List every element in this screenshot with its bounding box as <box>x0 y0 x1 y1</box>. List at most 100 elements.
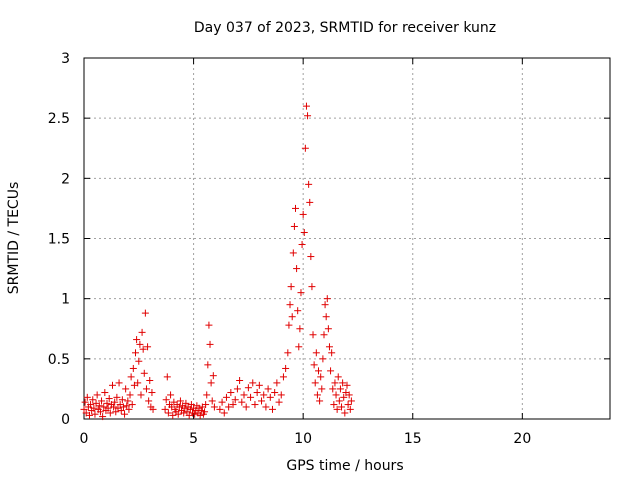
y-tick-label: 1 <box>61 292 70 308</box>
data-point <box>220 409 228 417</box>
data-point <box>164 409 172 417</box>
data-point <box>329 385 337 393</box>
chart-title: Day 037 of 2023, SRMTID for receiver kun… <box>194 20 496 36</box>
data-point <box>196 411 204 419</box>
data-point <box>300 228 308 236</box>
data-point <box>225 403 233 411</box>
data-point <box>222 393 230 401</box>
data-point <box>148 389 156 397</box>
data-point <box>161 405 169 413</box>
data-point <box>163 373 171 381</box>
y-tick-label: 2 <box>61 171 70 187</box>
data-point <box>264 385 272 393</box>
data-point <box>187 401 195 409</box>
data-point <box>328 349 336 357</box>
data-point <box>138 328 146 336</box>
data-point <box>93 391 101 399</box>
data-point <box>197 407 205 415</box>
data-point <box>294 307 302 315</box>
data-point <box>175 403 183 411</box>
data-point <box>141 309 149 317</box>
data-point <box>105 395 113 403</box>
data-point <box>162 396 170 404</box>
data-point <box>295 343 303 351</box>
data-point <box>344 401 352 409</box>
data-point <box>341 409 349 417</box>
data-point <box>90 404 98 412</box>
data-point <box>304 112 312 120</box>
data-point <box>332 391 340 399</box>
data-point <box>89 396 97 404</box>
data-point <box>101 389 109 397</box>
y-tick-label: 1.5 <box>48 232 70 248</box>
data-point <box>87 401 95 409</box>
data-point <box>277 391 285 399</box>
data-point <box>104 404 112 412</box>
data-point <box>132 349 140 357</box>
data-point <box>96 408 104 416</box>
data-point <box>99 413 107 421</box>
data-point <box>253 389 261 397</box>
data-point <box>139 345 147 353</box>
data-point <box>317 373 325 381</box>
data-point <box>112 408 120 416</box>
data-point <box>210 403 218 411</box>
data-point <box>191 410 199 418</box>
grid-lines <box>84 58 610 419</box>
data-point <box>176 397 184 405</box>
data-point <box>167 391 175 399</box>
data-point <box>117 407 125 415</box>
data-point <box>95 402 103 410</box>
axis-ticks: 0 5 10 15 20 0 0.5 1 1.5 2 2.5 3 <box>48 51 610 447</box>
data-point <box>255 381 263 389</box>
data-point <box>318 385 326 393</box>
data-point <box>121 410 129 418</box>
data-point <box>296 325 304 333</box>
data-point <box>229 401 237 409</box>
data-point <box>323 295 331 303</box>
data-point <box>293 265 301 273</box>
data-point <box>209 372 217 380</box>
data-point <box>324 325 332 333</box>
data-point <box>140 369 148 377</box>
data-point <box>81 398 89 406</box>
data-point <box>106 409 114 417</box>
data-point <box>319 355 327 363</box>
y-tick-label: 0 <box>61 412 70 428</box>
data-point <box>110 403 118 411</box>
data-point <box>286 301 294 309</box>
data-point <box>181 404 189 412</box>
data-point <box>311 379 319 387</box>
data-point <box>111 398 119 406</box>
data-point <box>103 399 111 407</box>
data-point <box>127 373 135 381</box>
data-point <box>124 397 132 405</box>
data-point <box>238 398 246 406</box>
data-point <box>227 389 235 397</box>
data-point <box>113 393 121 401</box>
data-point <box>335 397 343 405</box>
x-tick-label: 0 <box>80 431 89 447</box>
data-point <box>233 385 241 393</box>
data-point <box>306 198 314 206</box>
data-point <box>242 403 250 411</box>
data-point <box>174 410 182 418</box>
data-point <box>205 321 213 329</box>
data-point <box>201 408 209 416</box>
data-point <box>123 402 131 410</box>
x-tick-label: 15 <box>404 431 422 447</box>
x-axis-label: GPS time / hours <box>286 458 403 474</box>
data-point <box>299 210 307 218</box>
data-point <box>310 361 318 369</box>
data-point <box>338 403 346 411</box>
data-point <box>347 397 355 405</box>
data-point <box>282 364 290 372</box>
data-point <box>307 253 315 261</box>
data-point <box>204 361 212 369</box>
data-point <box>331 379 339 387</box>
data-point <box>145 397 153 405</box>
y-axis-label: SRMTID / TECUs <box>6 182 22 295</box>
data-point <box>271 389 279 397</box>
data-point <box>207 379 215 387</box>
data-point <box>336 385 344 393</box>
